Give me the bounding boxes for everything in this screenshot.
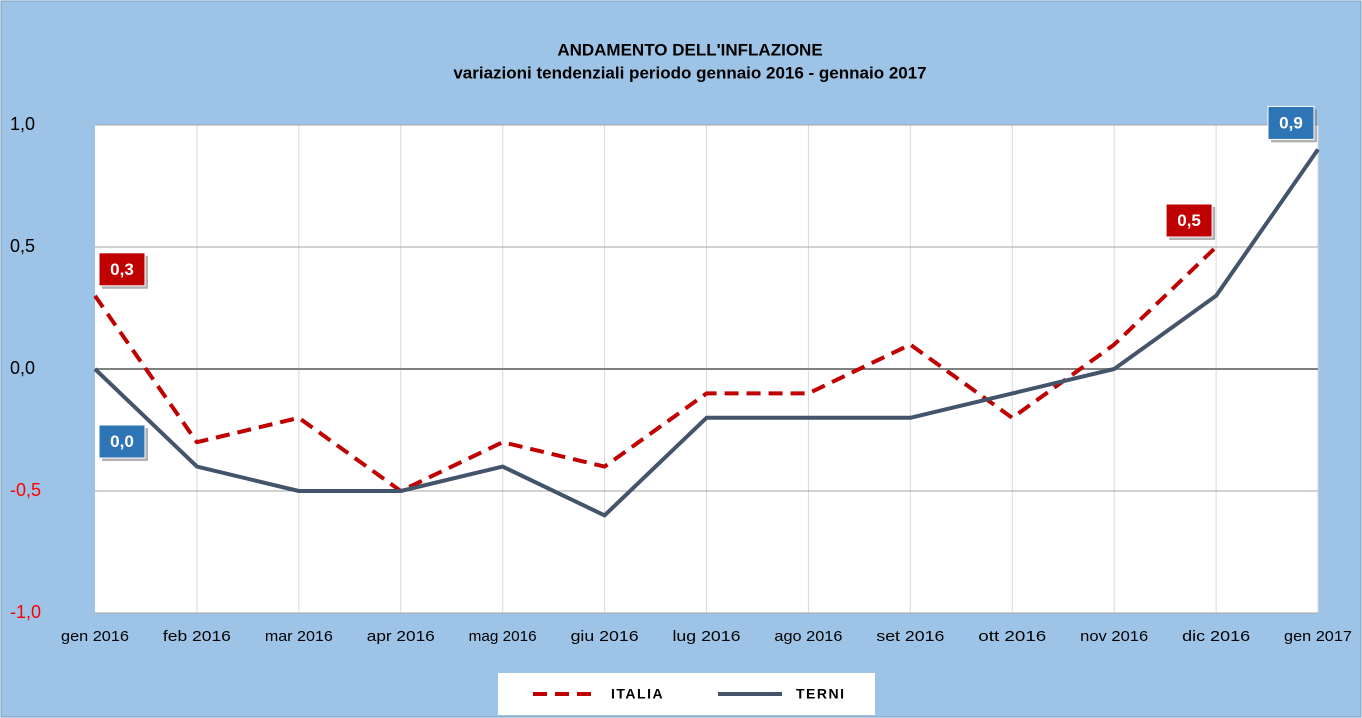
data-label-box (1267, 105, 1315, 140)
chart-title: ANDAMENTO DELL'INFLAZIONE (557, 40, 822, 59)
data-label-box (1165, 203, 1213, 238)
y-tick-label: 0,5 (10, 236, 35, 256)
x-tick-label: gen 2016 (61, 628, 129, 645)
x-tick-label: nov 2016 (1080, 628, 1148, 645)
x-tick-label: lug 2016 (673, 628, 741, 645)
x-tick-label: feb 2016 (163, 628, 231, 645)
x-tick-label: giu 2016 (571, 628, 639, 645)
data-label: 0,9 (1279, 113, 1303, 132)
legend-label: ITALIA (611, 686, 664, 702)
x-tick-label: apr 2016 (367, 628, 435, 645)
x-tick-label: ago 2016 (774, 628, 842, 645)
y-tick-label: -0,5 (10, 480, 41, 500)
data-label-box (98, 424, 146, 459)
x-tick-label: ott 2016 (978, 628, 1046, 645)
line-terni (93, 148, 1320, 518)
x-tick-label: mag 2016 (469, 628, 537, 645)
legend-label: TERNI (796, 686, 846, 702)
data-label: 0,5 (1177, 211, 1201, 230)
data-label: 0,0 (110, 432, 134, 451)
x-tick-label: dic 2016 (1182, 628, 1250, 645)
y-tick-label: -1,0 (10, 602, 41, 622)
data-label: 0,3 (110, 260, 134, 279)
data-label-box (98, 252, 146, 287)
chart-subtitle: variazioni tendenziali periodo gennaio 2… (453, 63, 926, 82)
x-tick-label: gen 2017 (1284, 628, 1352, 645)
line-italia (93, 245, 1218, 493)
x-tick-label: set 2016 (876, 628, 944, 645)
y-tick-label: 0,0 (10, 358, 35, 378)
y-tick-label: 1,0 (10, 114, 35, 134)
x-tick-label: mar 2016 (265, 628, 333, 645)
